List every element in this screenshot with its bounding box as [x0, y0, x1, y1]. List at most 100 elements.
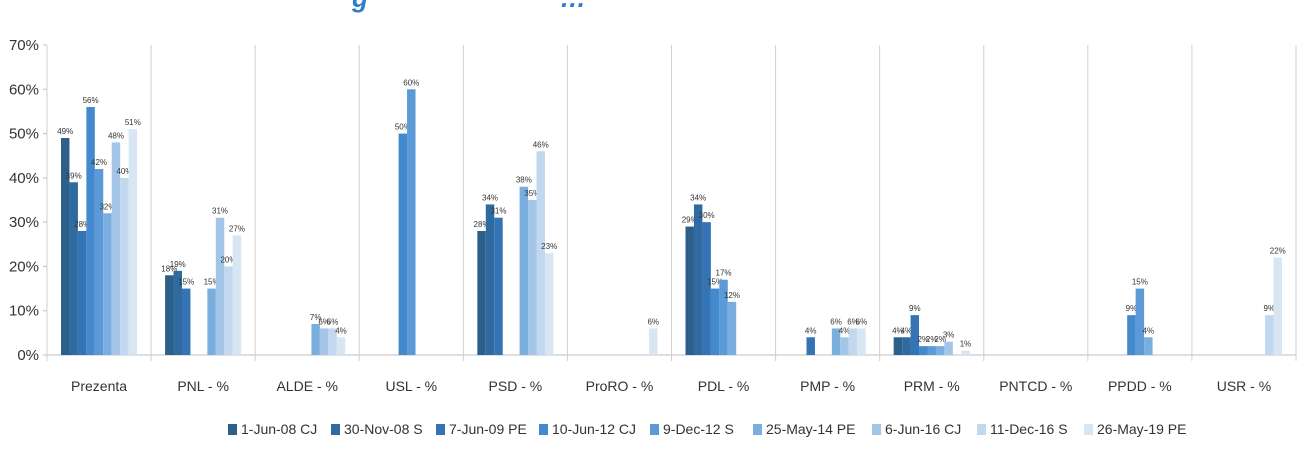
- legend-swatch: [331, 424, 340, 435]
- y-tick-label: 70%: [9, 37, 39, 54]
- bar: [1127, 315, 1136, 355]
- x-category-label: PPDD - %: [1108, 378, 1172, 394]
- legend-swatch: [650, 424, 659, 435]
- data-label: 17%: [716, 269, 732, 278]
- bar: [927, 346, 936, 355]
- plot-area: 0% 10% 20% 30% 40% 50% 60% 70% Prezenta PNL - % AL…: [9, 37, 1297, 394]
- data-label: 12%: [724, 291, 740, 300]
- bar: [1273, 257, 1282, 355]
- y-tick-label: 20%: [9, 258, 39, 275]
- x-category-label: Prezenta: [71, 378, 127, 394]
- legend-label: 10-Jun-12 CJ: [552, 421, 636, 437]
- bar: [857, 328, 866, 355]
- data-label: 51%: [125, 118, 141, 127]
- data-label: 6%: [327, 317, 339, 326]
- data-label: 4%: [892, 326, 904, 335]
- bar: [902, 337, 911, 355]
- data-label: 31%: [490, 207, 506, 216]
- data-label: 20%: [220, 255, 236, 264]
- data-label: 27%: [229, 224, 245, 233]
- bar: [1135, 288, 1145, 355]
- bar: [407, 89, 416, 356]
- bar: [536, 151, 545, 355]
- data-label: 4%: [335, 326, 347, 335]
- bar: [935, 346, 945, 355]
- data-label: 4%: [1143, 326, 1155, 335]
- data-label: 28%: [74, 220, 90, 229]
- bar: [181, 288, 191, 355]
- data-label: 7%: [310, 313, 322, 322]
- bar: [94, 169, 104, 355]
- data-label: 15%: [178, 278, 194, 287]
- data-label: 9%: [1126, 304, 1138, 313]
- legend-label: 9-Dec-12 S: [663, 421, 734, 437]
- data-label: 31%: [212, 207, 228, 216]
- x-category-label: ProRO - %: [586, 378, 654, 394]
- data-label: 34%: [482, 193, 498, 202]
- bar: [893, 337, 903, 355]
- bar: [831, 328, 841, 355]
- data-label: 29%: [682, 216, 698, 225]
- bar: [485, 204, 495, 355]
- bar: [165, 275, 174, 355]
- data-label: 32%: [99, 202, 115, 211]
- bar: [519, 186, 529, 355]
- bar: [61, 138, 70, 355]
- bar: [1265, 315, 1274, 355]
- data-label: 9%: [1264, 304, 1276, 313]
- bar: [224, 266, 233, 355]
- data-label: 23%: [541, 242, 557, 251]
- data-label: 2%: [917, 335, 929, 344]
- data-label: 2%: [934, 335, 946, 344]
- bar: [120, 177, 129, 355]
- data-label: 35%: [524, 189, 540, 198]
- y-tick-label: 30%: [9, 214, 39, 231]
- data-label: 42%: [91, 158, 107, 167]
- legend-label: 25-May-14 PE: [766, 421, 855, 437]
- legend-label: 6-Jun-16 CJ: [885, 421, 961, 437]
- data-label: 50%: [395, 123, 411, 132]
- data-label: 9%: [909, 304, 921, 313]
- bar: [311, 324, 320, 355]
- legend-swatch: [1084, 424, 1093, 435]
- data-label: 6%: [318, 317, 330, 326]
- data-label: 40%: [116, 167, 132, 176]
- x-category-label: PNL - %: [177, 378, 229, 394]
- data-label: 6%: [856, 317, 868, 326]
- legend-swatch: [977, 424, 986, 435]
- legend-label: 1-Jun-08 CJ: [241, 421, 317, 437]
- bar: [544, 253, 554, 355]
- data-label: 34%: [690, 193, 706, 202]
- x-category-label: USL - %: [385, 378, 437, 394]
- bar: [702, 222, 711, 355]
- data-label: 4%: [901, 326, 913, 335]
- bar: [477, 231, 486, 355]
- chart-title-fragment: g: [351, 0, 368, 13]
- data-label: 28%: [474, 220, 490, 229]
- data-label: 49%: [57, 127, 73, 136]
- y-tick-label: 50%: [9, 126, 39, 143]
- bar: [232, 235, 242, 355]
- x-category-label: ALDE - %: [276, 378, 337, 394]
- bar: [848, 328, 858, 355]
- legend: 1-Jun-08 CJ 30-Nov-08 S 7-Jun-09 PE 10-Jun-…: [228, 421, 1186, 437]
- bar: [693, 204, 703, 355]
- data-label: 39%: [66, 171, 82, 180]
- data-label: 46%: [533, 140, 549, 149]
- bar: [840, 337, 849, 355]
- legend-label: 30-Nov-08 S: [344, 421, 423, 437]
- data-label: 19%: [170, 260, 186, 269]
- legend-label: 11-Dec-16 S: [990, 421, 1068, 437]
- bar: [961, 350, 970, 355]
- data-label: 60%: [403, 78, 419, 87]
- x-category-label: PNTCD - %: [999, 378, 1072, 394]
- y-tick-label: 0%: [17, 347, 39, 364]
- bar: [719, 279, 728, 355]
- bar: [685, 226, 694, 355]
- data-label: 15%: [1132, 278, 1148, 287]
- data-label: 2%: [926, 335, 938, 344]
- legend-label: 26-May-19 PE: [1097, 421, 1186, 437]
- data-label: 6%: [830, 317, 842, 326]
